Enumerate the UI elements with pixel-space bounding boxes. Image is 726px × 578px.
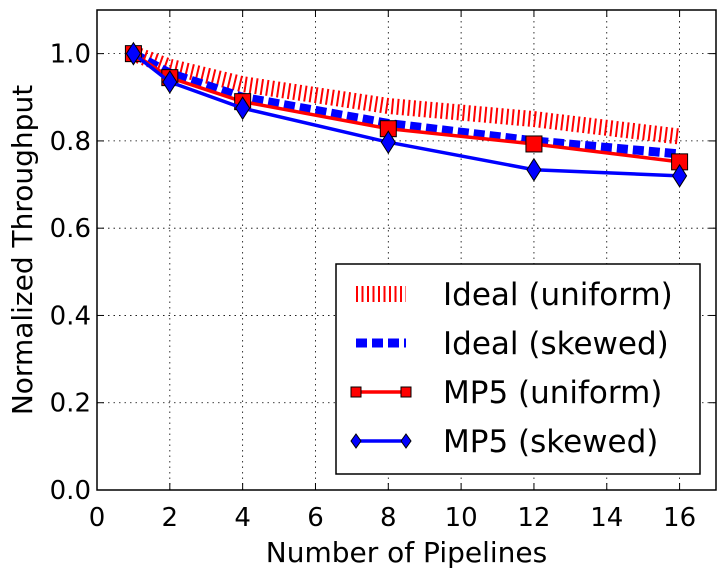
legend-label: MP5 (uniform): [443, 375, 662, 411]
legend-item: Ideal (uniform): [356, 277, 673, 313]
y-tick-label: 0.8: [50, 127, 91, 157]
square-marker: [525, 135, 543, 153]
y-tick-label: 1.0: [50, 40, 91, 70]
x-tick-label: 12: [517, 503, 550, 533]
x-tick-label: 10: [445, 503, 478, 533]
square-marker: [350, 386, 362, 398]
diamond-marker: [350, 433, 362, 449]
x-tick-label: 16: [663, 503, 696, 533]
series-line: [132, 52, 680, 178]
y-tick-label: 0.0: [50, 476, 91, 506]
x-tick-label: 2: [162, 503, 179, 533]
x-tick-label: 14: [590, 503, 623, 533]
x-tick-label: 8: [380, 503, 397, 533]
series-line: [131, 49, 680, 159]
diamond-marker: [162, 70, 178, 94]
series-ideal-uniform: [130, 46, 681, 145]
legend-label: Ideal (uniform): [443, 277, 673, 313]
x-axis-label: Number of Pipelines: [266, 536, 547, 569]
series-mp5-skewed: [125, 41, 688, 188]
series-mp5-uniform: [124, 45, 689, 171]
y-tick-label: 0.4: [50, 301, 91, 331]
legend-item: Ideal (skewed): [356, 326, 669, 362]
y-tick-label: 0.6: [50, 214, 91, 244]
legend-label: MP5 (skewed): [443, 424, 658, 460]
legend: Ideal (uniform) Ideal (skewed) MP5 (unifor…: [335, 263, 701, 475]
axis-ticks: 0 2 4 6 8 10 12 14 16 0.0 0.2 0.4 0.6 0.8 1.0: [50, 10, 716, 533]
diamond-marker: [125, 41, 142, 66]
legend-box: [335, 263, 701, 475]
series-line: [130, 46, 681, 145]
diamond-marker: [380, 130, 396, 155]
square-marker: [400, 386, 412, 398]
series-layer: [124, 41, 689, 188]
series-ideal-skewed: [131, 49, 680, 159]
legend-item: MP5 (uniform): [350, 375, 662, 411]
legend-item: MP5 (skewed): [350, 424, 658, 460]
diamond-marker: [671, 163, 688, 188]
y-axis-label: Normalized Throughput: [6, 85, 39, 415]
diamond-marker: [400, 433, 412, 449]
x-tick-label: 4: [234, 503, 251, 533]
diamond-marker: [526, 157, 542, 182]
y-tick-label: 0.2: [50, 389, 91, 419]
x-tick-label: 0: [89, 503, 106, 533]
legend-label: Ideal (skewed): [443, 326, 669, 362]
x-tick-label: 6: [307, 503, 324, 533]
diamond-marker: [235, 96, 251, 121]
plot-frame: [96, 9, 717, 491]
